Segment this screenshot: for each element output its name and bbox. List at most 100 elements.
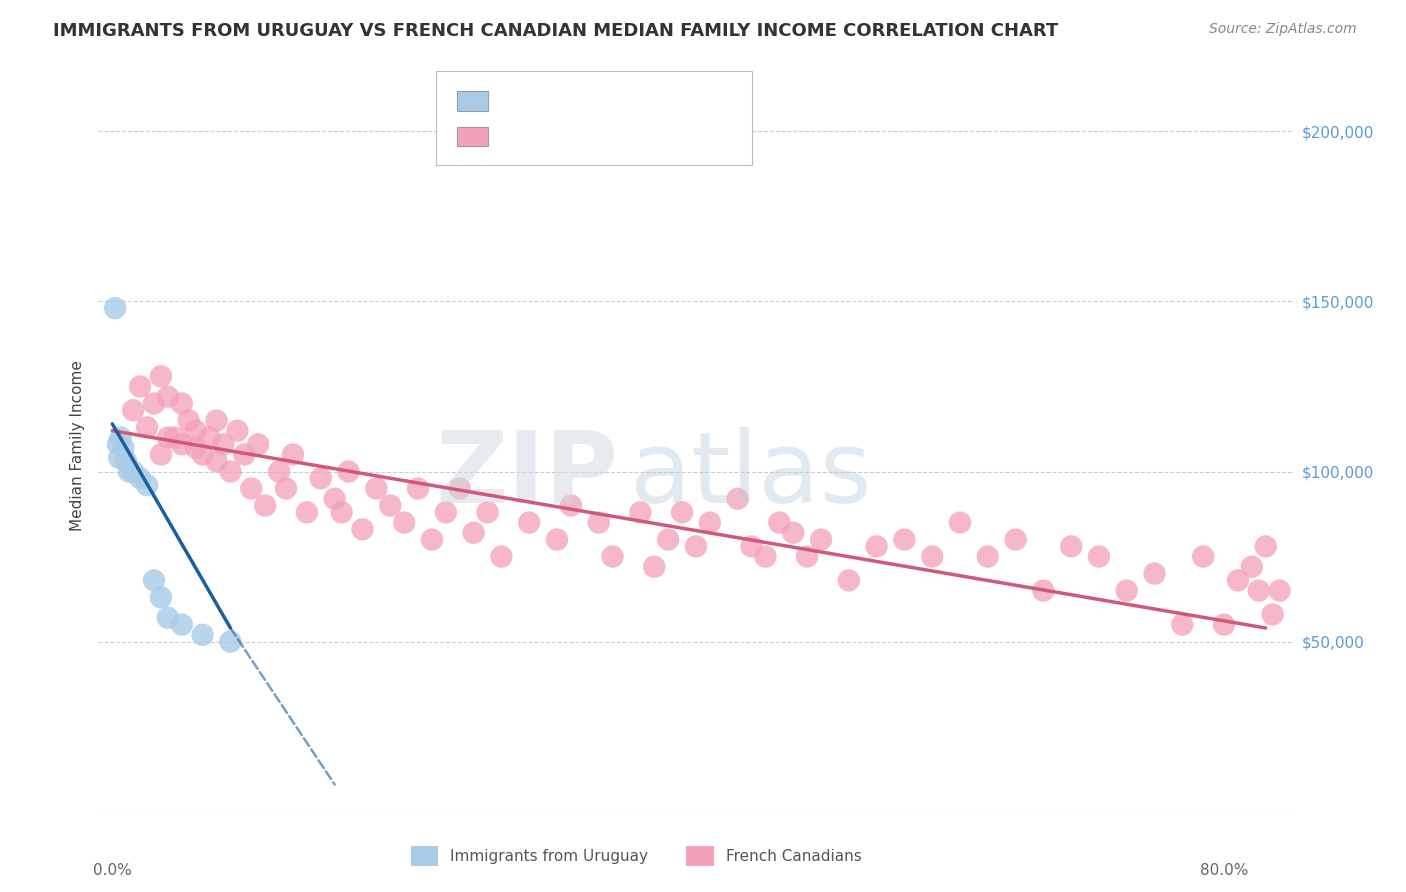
Point: [323, 491, 346, 506]
Point: [156, 390, 179, 404]
Point: [184, 441, 207, 455]
Point: [110, 430, 132, 444]
Point: [191, 628, 214, 642]
Text: N = 83: N = 83: [633, 129, 686, 144]
Text: R = -0.407: R = -0.407: [499, 129, 581, 144]
Point: [727, 491, 749, 506]
Point: [449, 482, 471, 496]
Point: [949, 516, 972, 530]
Point: [491, 549, 513, 564]
Point: [1088, 549, 1111, 564]
Point: [115, 454, 138, 468]
Point: [1032, 583, 1054, 598]
Point: [136, 478, 159, 492]
Point: [226, 424, 249, 438]
Point: [274, 482, 297, 496]
Point: [330, 505, 353, 519]
Point: [699, 516, 721, 530]
Point: [104, 301, 127, 316]
Point: [337, 465, 360, 479]
Text: ZIP: ZIP: [436, 426, 619, 524]
Point: [191, 448, 214, 462]
Text: Source: ZipAtlas.com: Source: ZipAtlas.com: [1209, 22, 1357, 37]
Point: [198, 430, 221, 444]
Text: N = 16: N = 16: [633, 94, 686, 108]
Point: [267, 465, 290, 479]
Point: [643, 559, 665, 574]
Point: [893, 533, 915, 547]
Point: [352, 522, 374, 536]
Point: [112, 441, 135, 455]
Point: [129, 379, 152, 393]
Point: [602, 549, 624, 564]
Point: [184, 424, 207, 438]
Point: [434, 505, 457, 519]
Point: [865, 540, 887, 554]
Point: [463, 525, 485, 540]
Point: [170, 396, 193, 410]
Point: [741, 540, 763, 554]
Point: [122, 465, 145, 479]
Point: [1192, 549, 1215, 564]
Point: [380, 499, 402, 513]
Point: [782, 525, 804, 540]
Point: [977, 549, 1000, 564]
Point: [1226, 574, 1249, 588]
Point: [1247, 583, 1270, 598]
Point: [628, 505, 651, 519]
Point: [136, 420, 159, 434]
Text: 0.0%: 0.0%: [93, 863, 132, 878]
Point: [149, 369, 172, 384]
Point: [1004, 533, 1026, 547]
Point: [796, 549, 818, 564]
Point: [219, 634, 242, 648]
Point: [118, 465, 141, 479]
Point: [143, 574, 166, 588]
Y-axis label: Median Family Income: Median Family Income: [69, 360, 84, 532]
Point: [177, 413, 200, 427]
Point: [560, 499, 582, 513]
Point: [768, 516, 790, 530]
Point: [149, 591, 172, 605]
Point: [254, 499, 277, 513]
Point: [810, 533, 832, 547]
Point: [295, 505, 318, 519]
Point: [1268, 583, 1291, 598]
Point: [170, 437, 193, 451]
Point: [1261, 607, 1284, 622]
Point: [1115, 583, 1137, 598]
Point: [107, 437, 129, 451]
Point: [657, 533, 679, 547]
Point: [281, 448, 304, 462]
Point: [754, 549, 776, 564]
Text: IMMIGRANTS FROM URUGUAY VS FRENCH CANADIAN MEDIAN FAMILY INCOME CORRELATION CHAR: IMMIGRANTS FROM URUGUAY VS FRENCH CANADI…: [53, 22, 1059, 40]
Point: [366, 482, 388, 496]
Point: [406, 482, 429, 496]
Point: [309, 471, 332, 485]
Point: [477, 505, 499, 519]
Point: [921, 549, 943, 564]
Point: [392, 516, 415, 530]
Point: [156, 611, 179, 625]
Point: [205, 413, 228, 427]
Point: [1060, 540, 1083, 554]
Legend: Immigrants from Uruguay, French Canadians: Immigrants from Uruguay, French Canadian…: [404, 838, 869, 873]
Point: [212, 437, 235, 451]
Point: [685, 540, 707, 554]
Point: [205, 454, 228, 468]
Point: [1213, 617, 1236, 632]
Text: R = -0.670: R = -0.670: [499, 94, 581, 108]
Point: [1240, 559, 1263, 574]
Point: [838, 574, 860, 588]
Text: 80.0%: 80.0%: [1199, 863, 1249, 878]
Point: [240, 482, 263, 496]
Point: [420, 533, 443, 547]
Point: [170, 617, 193, 632]
Point: [588, 516, 610, 530]
Point: [233, 448, 256, 462]
Point: [1171, 617, 1194, 632]
Point: [149, 448, 172, 462]
Point: [671, 505, 693, 519]
Point: [517, 516, 540, 530]
Point: [1254, 540, 1277, 554]
